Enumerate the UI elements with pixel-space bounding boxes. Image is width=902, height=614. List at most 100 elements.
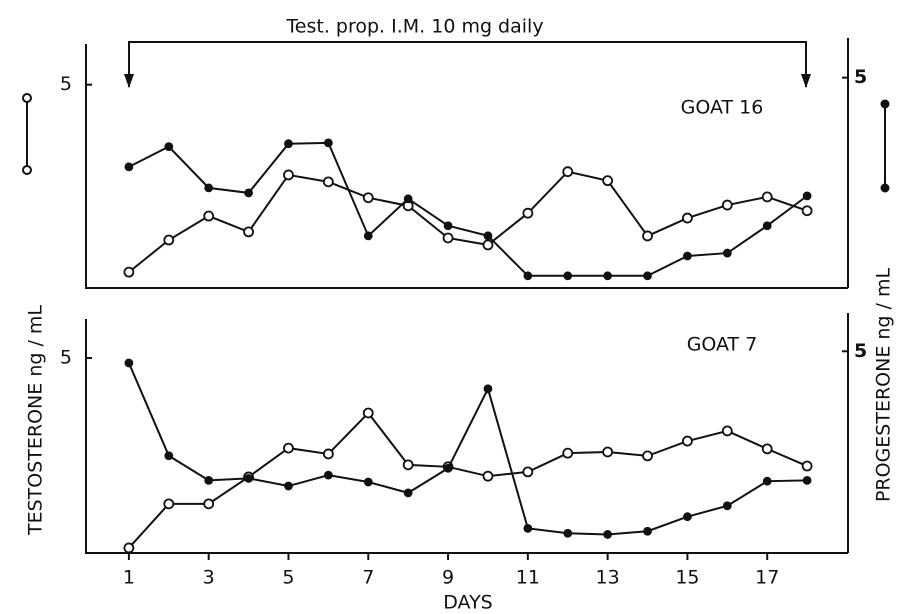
data-point	[124, 162, 134, 172]
legend-marker	[22, 93, 32, 103]
data-point	[244, 473, 253, 483]
data-point	[284, 139, 293, 149]
x-tick-label: 11	[516, 567, 540, 589]
x-axis-label: DAYS	[443, 592, 493, 614]
x-tick-label: 7	[362, 567, 374, 589]
data-point	[523, 271, 533, 281]
data-point	[642, 450, 653, 462]
x-tick-label: 17	[755, 567, 779, 589]
data-point	[363, 477, 373, 487]
data-point	[683, 512, 692, 522]
data-point	[163, 234, 175, 246]
data-point	[562, 447, 574, 459]
series-line	[128, 411, 808, 549]
axes	[85, 313, 849, 554]
data-point	[762, 476, 772, 486]
data-point	[164, 451, 174, 461]
data-point	[721, 199, 733, 211]
data-point	[722, 501, 732, 511]
x-tick-label: 15	[675, 567, 699, 589]
data-point	[801, 205, 813, 217]
data-point	[801, 460, 813, 472]
data-point	[163, 498, 175, 510]
data-point	[802, 475, 812, 485]
data-point	[721, 425, 733, 437]
data-point	[284, 481, 293, 491]
y-tick-label: 5	[60, 347, 72, 369]
data-point	[482, 470, 494, 482]
y2-tick-label: 5	[854, 340, 867, 362]
data-point	[363, 231, 373, 241]
x-tick-label: 5	[282, 567, 294, 589]
data-point	[643, 271, 652, 281]
data-point	[123, 542, 135, 554]
data-point	[722, 248, 732, 258]
x-tick-label: 13	[596, 567, 620, 589]
data-point	[602, 446, 614, 458]
data-point	[522, 207, 534, 219]
y-axis-label: TESTOSTERONE ng / mL	[25, 305, 47, 536]
series-line	[128, 141, 808, 277]
data-point	[802, 191, 812, 201]
data-point	[164, 142, 174, 152]
series-line	[128, 170, 808, 273]
panel-title: GOAT 16	[681, 97, 764, 119]
data-point	[244, 188, 253, 198]
data-point	[322, 448, 334, 460]
legend-marker	[880, 183, 890, 193]
panel-title: GOAT 7	[687, 334, 758, 356]
data-point	[482, 239, 494, 251]
data-point	[362, 192, 374, 204]
data-point	[203, 498, 215, 510]
data-point	[682, 435, 693, 447]
data-point	[362, 407, 374, 419]
data-point	[643, 526, 652, 536]
data-point	[603, 530, 613, 539]
x-tick-label: 9	[442, 567, 454, 589]
data-point	[761, 191, 773, 203]
data-point	[204, 183, 214, 193]
data-point	[123, 266, 135, 278]
data-point	[562, 166, 574, 178]
data-point	[563, 271, 573, 281]
data-point	[203, 210, 215, 222]
data-point	[243, 226, 254, 238]
data-point	[563, 528, 573, 538]
data-point	[323, 470, 333, 480]
data-point	[283, 442, 294, 454]
arrow-heads	[124, 74, 811, 88]
series-line	[127, 362, 808, 536]
data-point	[642, 230, 653, 242]
data-point	[682, 212, 693, 224]
data-point	[443, 221, 453, 231]
data-point	[323, 138, 333, 148]
data-point	[762, 221, 772, 231]
y2-axis-label: PROGESTERONE ng / mL	[873, 268, 895, 503]
data-point	[603, 271, 613, 281]
axes	[85, 38, 849, 289]
data-point	[522, 466, 534, 478]
data-point	[283, 169, 294, 181]
data-point	[483, 231, 493, 241]
legend-marker	[880, 99, 890, 109]
data-point	[403, 488, 413, 498]
data-point	[204, 475, 214, 485]
data-point	[483, 384, 493, 394]
data-point	[322, 176, 334, 188]
legend-marker	[22, 165, 32, 175]
data-point	[124, 358, 134, 368]
x-tick-label: 1	[123, 567, 135, 589]
annotation: Test. prop. I.M. 10 mg daily	[285, 16, 543, 38]
data-point	[442, 232, 454, 244]
data-point	[761, 443, 773, 455]
legend-symbols	[22, 93, 890, 193]
data-point	[403, 194, 413, 204]
treatment-bracket	[128, 41, 807, 87]
data-point	[602, 175, 614, 187]
x-tick-label: 3	[203, 567, 215, 589]
data-point	[523, 523, 533, 533]
data-point	[683, 251, 692, 261]
data-point	[443, 463, 453, 473]
y-tick-label: 5	[60, 73, 72, 95]
